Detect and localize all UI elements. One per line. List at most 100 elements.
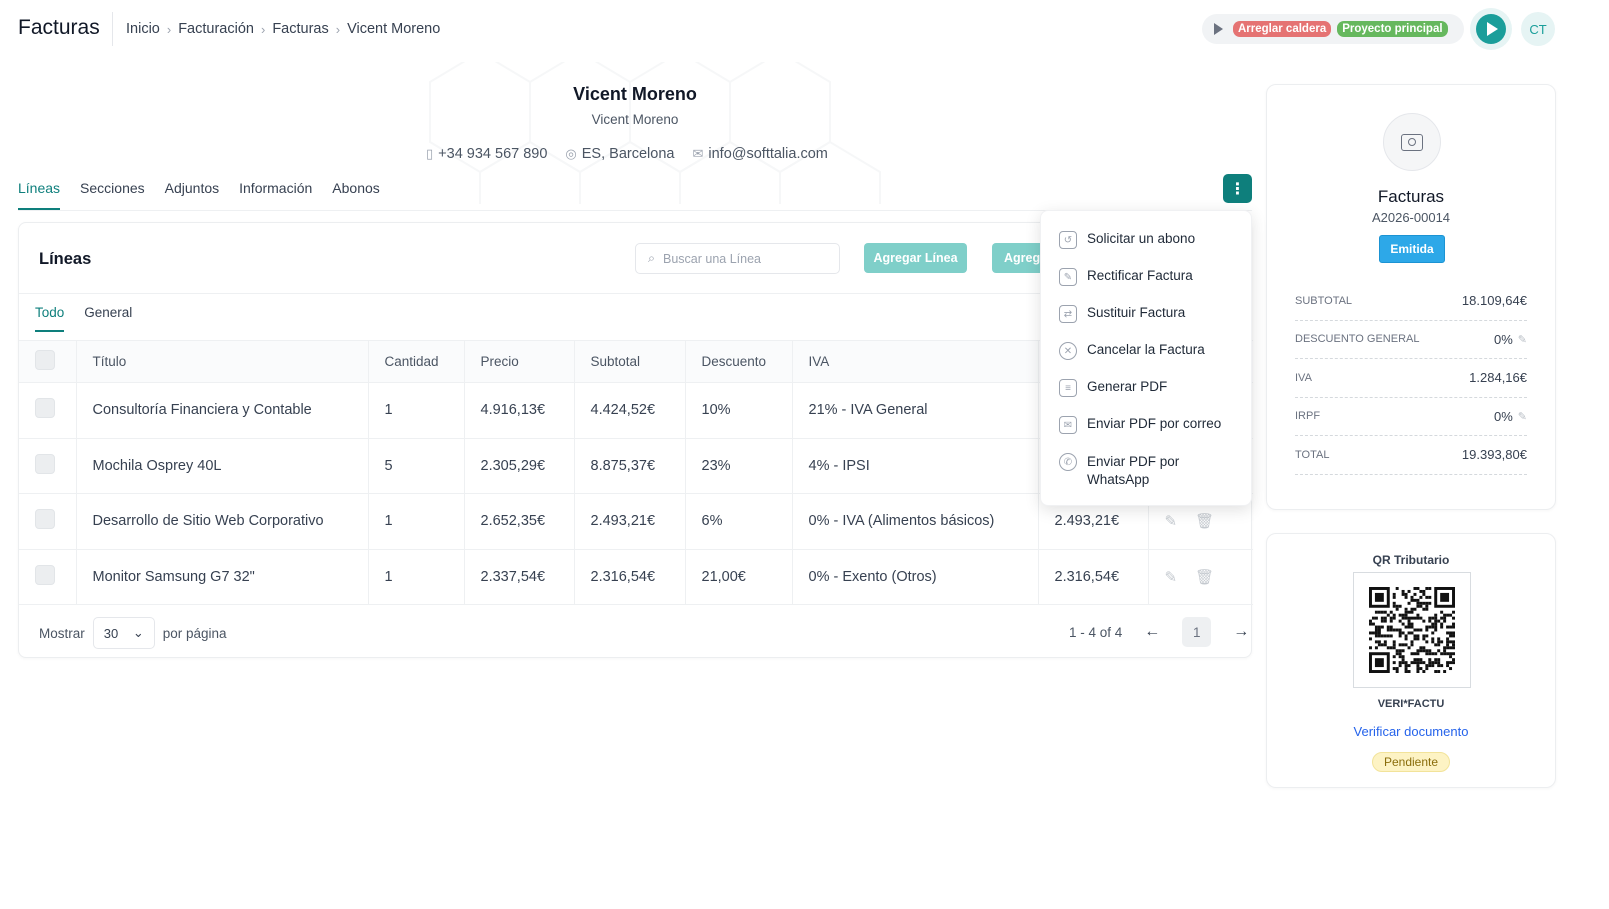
menu-item-label: Enviar PDF por WhatsApp <box>1087 454 1180 487</box>
cancel-circle-icon: ✕ <box>1059 342 1077 360</box>
column-header-cantidad[interactable]: Cantidad <box>368 340 465 383</box>
qr-title: QR Tributario <box>1372 553 1450 567</box>
totals-value: 0% <box>1493 331 1513 347</box>
row-checkbox[interactable] <box>35 453 55 474</box>
search-icon: ⌕ <box>648 251 656 265</box>
totals-row-irpf: IRPF 0% ✎ <box>1295 398 1527 436</box>
row-select-cell <box>19 438 77 494</box>
more-actions-button[interactable]: ⋮ <box>1223 174 1252 203</box>
totals-label: SUBTOTAL <box>1295 294 1353 307</box>
arrow-left-icon[interactable]: ← <box>1144 623 1161 640</box>
column-header-subtotal[interactable]: Subtotal <box>574 340 686 383</box>
chevron-right-icon: › <box>260 21 266 37</box>
arrow-right-icon[interactable]: → <box>1233 623 1250 640</box>
tab-lineas[interactable]: Líneas <box>18 176 61 210</box>
tab-secciones[interactable]: Secciones <box>80 180 145 196</box>
timer-widget[interactable]: Arreglar caldera Proyecto principal <box>1202 14 1464 44</box>
cell-precio: 2.337,54€ <box>464 549 575 605</box>
cell-descuento: 21,00€ <box>685 549 793 605</box>
show-label: Mostrar <box>39 625 85 641</box>
tab-adjuntos[interactable]: Adjuntos <box>164 180 220 196</box>
chevron-down-icon: ⌄ <box>132 625 144 640</box>
table-row[interactable]: Monitor Samsung G7 32" 1 2.337,54€ 2.316… <box>19 549 1253 605</box>
cell-subtotal: 8.875,37€ <box>574 438 686 494</box>
menu-item-rectificar[interactable]: ✎ Rectificar Factura <box>1059 268 1193 286</box>
avatar[interactable]: CT <box>1521 12 1555 46</box>
cell-cantidad: 1 <box>368 382 465 439</box>
page-size-control: Mostrar 30 ⌄ por página <box>39 617 227 649</box>
cell-titulo: Desarrollo de Sitio Web Corporativo <box>76 493 369 550</box>
menu-item-label: Solicitar un abono <box>1087 231 1196 246</box>
row-select-cell <box>19 549 77 605</box>
main-tabs: Líneas Secciones Adjuntos Información Ab… <box>18 176 380 212</box>
totals-row-iva: IVA 1.284,16€ <box>1295 359 1527 398</box>
column-header-titulo[interactable]: Título <box>76 340 369 383</box>
edit-icon[interactable]: ✎ <box>1164 513 1178 531</box>
menu-item-enviar-whatsapp[interactable]: ✆ Enviar PDF por WhatsApp <box>1059 453 1209 489</box>
menu-item-cancelar[interactable]: ✕ Cancelar la Factura <box>1059 342 1205 360</box>
menu-item-label: Sustituir Factura <box>1087 305 1186 320</box>
hexagon-pattern <box>429 62 881 204</box>
breadcrumb-item-facturacion[interactable]: Facturación <box>178 21 254 37</box>
subtab-todo[interactable]: Todo <box>35 305 65 332</box>
row-checkbox[interactable] <box>35 509 55 530</box>
banknote-icon <box>1401 133 1423 151</box>
edit-icon[interactable]: ✎ <box>1164 568 1178 586</box>
menu-item-enviar-correo[interactable]: ✉ Enviar PDF por correo <box>1059 416 1221 434</box>
page-number-button[interactable]: 1 <box>1182 617 1212 647</box>
add-line-button[interactable]: Agregar Línea <box>864 243 967 273</box>
tab-informacion[interactable]: Información <box>239 180 313 196</box>
cell-cantidad: 1 <box>368 549 465 605</box>
breadcrumb-item-facturas[interactable]: Facturas <box>272 21 329 37</box>
trash-icon[interactable]: 🗑 <box>1195 513 1215 531</box>
tab-abonos[interactable]: Abonos <box>332 180 380 196</box>
contact-email: ✉ info@softtalia.com <box>692 146 827 162</box>
pagination-range: 1 - 4 of 4 <box>1069 624 1123 640</box>
totals-value: 1.284,16€ <box>1469 370 1527 386</box>
client-name: Vicent Moreno <box>573 84 697 104</box>
column-header-precio[interactable]: Precio <box>464 340 575 383</box>
column-header-descuento[interactable]: Descuento <box>685 340 793 383</box>
breadcrumb-item-inicio[interactable]: Inicio <box>126 21 160 37</box>
verifactu-brand: VERI*FACTU <box>1377 698 1445 710</box>
menu-item-solicitar-abono[interactable]: ↺ Solicitar un abono <box>1059 231 1195 249</box>
start-timer-button[interactable] <box>1470 8 1512 50</box>
menu-item-label: Generar PDF <box>1087 379 1168 394</box>
title-separator <box>112 12 113 46</box>
search-input[interactable]: ⌕ Buscar una Línea <box>635 243 840 274</box>
page-size-select[interactable]: 30 ⌄ <box>92 617 155 649</box>
row-checkbox[interactable] <box>35 398 55 419</box>
card-divider <box>19 293 1251 294</box>
play-icon[interactable] <box>1214 23 1223 35</box>
cell-iva: 4% - IPSI <box>792 438 1039 494</box>
page-size-value: 30 <box>103 625 119 641</box>
trash-icon[interactable]: 🗑 <box>1195 568 1215 586</box>
totals-list: SUBTOTAL 18.109,64€ DESCUENTO GENERAL 0%… <box>1295 282 1527 475</box>
cell-iva: 0% - IVA (Alimentos básicos) <box>792 493 1039 550</box>
status-badge[interactable]: Emitida <box>1379 235 1445 263</box>
qr-code <box>1369 587 1455 673</box>
totals-row-descuento: DESCUENTO GENERAL 0% ✎ <box>1295 321 1527 359</box>
subtab-general[interactable]: General <box>84 305 133 320</box>
column-header-iva[interactable]: IVA <box>792 340 1039 383</box>
select-all-checkbox[interactable] <box>35 350 55 370</box>
totals-value: 19.393,80€ <box>1461 447 1527 463</box>
cell-subtotal: 4.424,52€ <box>574 382 686 439</box>
verify-document-link[interactable]: Verificar documento <box>1353 724 1469 739</box>
edit-icon[interactable]: ✎ <box>1517 410 1527 423</box>
lines-card: Líneas ⌕ Buscar una Línea Agregar Línea … <box>18 222 1253 658</box>
client-subtitle: Vicent Moreno <box>591 112 679 127</box>
search-placeholder: Buscar una Línea <box>663 251 762 266</box>
email-text[interactable]: info@softtalia.com <box>708 146 828 162</box>
cell-descuento: 6% <box>685 493 793 550</box>
edit-icon[interactable]: ✎ <box>1517 333 1527 346</box>
phone-text: +34 934 567 890 <box>438 146 548 162</box>
row-checkbox[interactable] <box>35 564 55 585</box>
menu-item-generar-pdf[interactable]: ≡ Generar PDF <box>1059 379 1167 397</box>
qr-code-frame <box>1353 572 1471 688</box>
table-row[interactable]: Desarrollo de Sitio Web Corporativo 1 2.… <box>19 493 1253 550</box>
contact-info: ▯ +34 934 567 890 ◎ ES, Barcelona ✉ info… <box>426 146 828 162</box>
menu-item-sustituir[interactable]: ⇄ Sustituir Factura <box>1059 305 1185 323</box>
cell-subtotal: 2.493,21€ <box>574 493 686 550</box>
play-icon <box>1476 14 1506 44</box>
